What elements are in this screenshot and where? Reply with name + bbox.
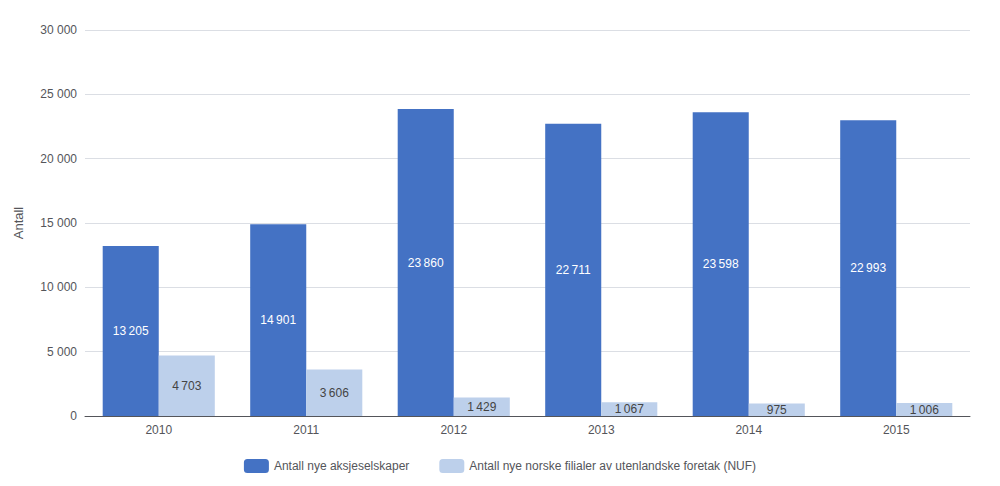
svg-text:10 000: 10 000 <box>40 280 77 294</box>
svg-text:2014: 2014 <box>735 423 762 437</box>
svg-text:25 000: 25 000 <box>40 87 77 101</box>
svg-text:13 205: 13 205 <box>113 324 149 338</box>
svg-text:2011: 2011 <box>293 423 319 437</box>
svg-text:2010: 2010 <box>145 423 172 437</box>
svg-text:0: 0 <box>70 409 77 423</box>
svg-text:Antall nye aksjeselskaper: Antall nye aksjeselskaper <box>274 459 409 473</box>
svg-text:Antall: Antall <box>11 207 26 240</box>
svg-text:14 901: 14 901 <box>260 313 296 327</box>
svg-text:2013: 2013 <box>588 423 615 437</box>
svg-text:2012: 2012 <box>440 423 467 437</box>
svg-text:22 711: 22 711 <box>556 263 591 277</box>
svg-text:4 703: 4 703 <box>172 379 201 393</box>
svg-text:1 067: 1 067 <box>615 402 644 416</box>
svg-text:1 006: 1 006 <box>910 403 939 417</box>
svg-text:23 598: 23 598 <box>703 257 739 271</box>
svg-text:22 993: 22 993 <box>850 261 886 275</box>
svg-text:15 000: 15 000 <box>40 216 77 230</box>
svg-text:5 000: 5 000 <box>47 345 77 359</box>
svg-text:3 606: 3 606 <box>320 386 349 400</box>
svg-text:20 000: 20 000 <box>40 152 77 166</box>
svg-text:23 860: 23 860 <box>408 256 444 270</box>
svg-text:975: 975 <box>767 403 787 417</box>
svg-text:Antall nye norske filialer av: Antall nye norske filialer av utenlandsk… <box>469 459 756 473</box>
svg-text:2015: 2015 <box>883 423 910 437</box>
svg-text:1 429: 1 429 <box>467 400 496 414</box>
svg-text:30 000: 30 000 <box>40 23 77 37</box>
